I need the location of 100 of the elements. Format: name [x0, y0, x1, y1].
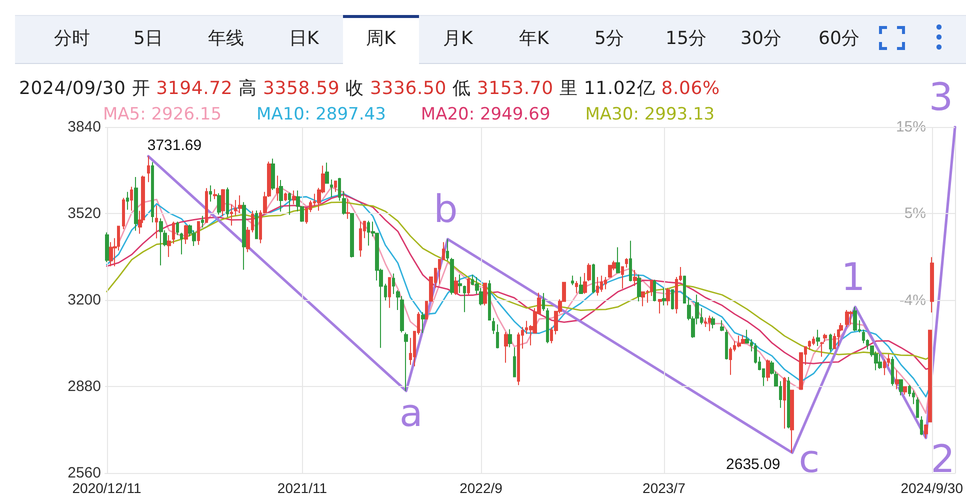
candlestick	[641, 291, 645, 307]
candlestick	[226, 187, 229, 218]
candlestick	[109, 242, 113, 267]
text: 2024/09/30 开 3194.72 高 3358.59 收 3336.50 低 3153.70 里 11.02亿 8.06%	[19, 78, 720, 99]
candlestick	[708, 315, 711, 332]
candlestick	[633, 269, 637, 286]
candlestick	[704, 317, 707, 328]
candlestick	[392, 273, 395, 295]
candlestick	[542, 292, 545, 312]
candlestick	[492, 317, 495, 335]
candlestick	[829, 333, 832, 352]
candlestick	[920, 416, 923, 436]
candlestick	[271, 158, 275, 190]
candlestick	[808, 340, 811, 351]
candlestick	[205, 188, 208, 223]
x-tick-label: 2020/12/11	[72, 480, 142, 496]
candlestick	[176, 221, 179, 236]
y-tick-label: 3200	[68, 292, 101, 308]
candlestick	[924, 424, 928, 438]
candlestick	[458, 274, 462, 294]
candlestick	[350, 213, 354, 258]
candlestick	[711, 316, 715, 329]
candlestick	[450, 257, 454, 296]
y-tick-label: 3520	[68, 205, 101, 222]
annotation: 3	[928, 75, 953, 119]
candlestick	[446, 238, 449, 262]
candlestick	[467, 277, 470, 296]
annotation: 1	[841, 255, 866, 300]
candlestick	[833, 332, 836, 350]
candlestick	[604, 276, 607, 290]
candlestick	[579, 276, 583, 294]
candlestick	[895, 370, 899, 390]
candlestick	[621, 266, 624, 290]
annotation: c	[798, 437, 820, 481]
candlestick	[616, 246, 620, 274]
candlestick	[508, 328, 512, 348]
candlestick	[342, 190, 346, 216]
x-tick-label: 2023/7	[642, 480, 686, 496]
candlestick	[155, 204, 158, 239]
candlestick	[496, 324, 499, 349]
candlestick	[209, 184, 212, 202]
candlestick	[172, 221, 175, 244]
candlestick	[903, 386, 907, 396]
candlestick	[820, 342, 824, 358]
text: MA10: 2897.43	[256, 104, 386, 124]
candlestick	[454, 276, 458, 296]
text: MA5: 2926.15	[103, 104, 222, 124]
candlestick	[421, 312, 425, 334]
candlestick	[217, 192, 221, 216]
candlestick	[816, 329, 820, 346]
candlestick	[666, 287, 670, 306]
candlestick	[180, 232, 183, 255]
candlestick	[330, 178, 333, 198]
candlestick	[878, 354, 882, 370]
candlestick	[288, 192, 291, 216]
x-tick-label: 2022/9	[460, 480, 503, 496]
candlestick	[787, 376, 790, 429]
candlestick	[653, 279, 656, 302]
candlestick	[671, 288, 674, 310]
candlestick	[388, 277, 391, 308]
candlestick	[359, 221, 362, 258]
candlestick	[184, 224, 188, 245]
candlestick	[279, 179, 283, 212]
text: MA20: 2949.69	[420, 104, 550, 124]
candlestick	[292, 190, 296, 205]
candlestick	[159, 218, 163, 266]
candlestick	[766, 358, 770, 382]
candlestick	[463, 285, 466, 313]
candlestick	[134, 176, 138, 232]
candlestick	[928, 330, 932, 422]
candlestick	[683, 275, 686, 304]
candlestick	[741, 334, 745, 345]
candlestick	[637, 274, 641, 302]
candlestick	[592, 263, 595, 294]
candlestick	[853, 306, 857, 332]
annotation: b	[434, 187, 458, 232]
candlestick	[246, 226, 250, 253]
candlestick	[167, 234, 171, 258]
candlestick	[571, 275, 574, 286]
candlestick	[338, 177, 341, 202]
candlestick	[823, 333, 827, 342]
candlestick	[790, 390, 794, 454]
candlestick	[662, 287, 666, 306]
candlestick	[251, 210, 254, 233]
x-tick-label: 2024/9/30	[900, 480, 964, 496]
candlestick	[783, 376, 786, 430]
candlestick	[334, 180, 337, 192]
candlestick	[122, 197, 125, 230]
candlestick	[197, 221, 200, 246]
annotation: 2	[930, 437, 955, 481]
candlestick	[221, 189, 225, 217]
candlestick	[583, 272, 587, 294]
candlestick	[725, 329, 728, 360]
annotation: a	[400, 390, 423, 435]
candlestick	[513, 346, 516, 378]
candlestick	[213, 188, 217, 200]
y-tick-label: 2880	[68, 378, 101, 395]
candlestick	[147, 156, 150, 183]
candlestick	[600, 275, 603, 292]
candlestick	[899, 379, 903, 396]
